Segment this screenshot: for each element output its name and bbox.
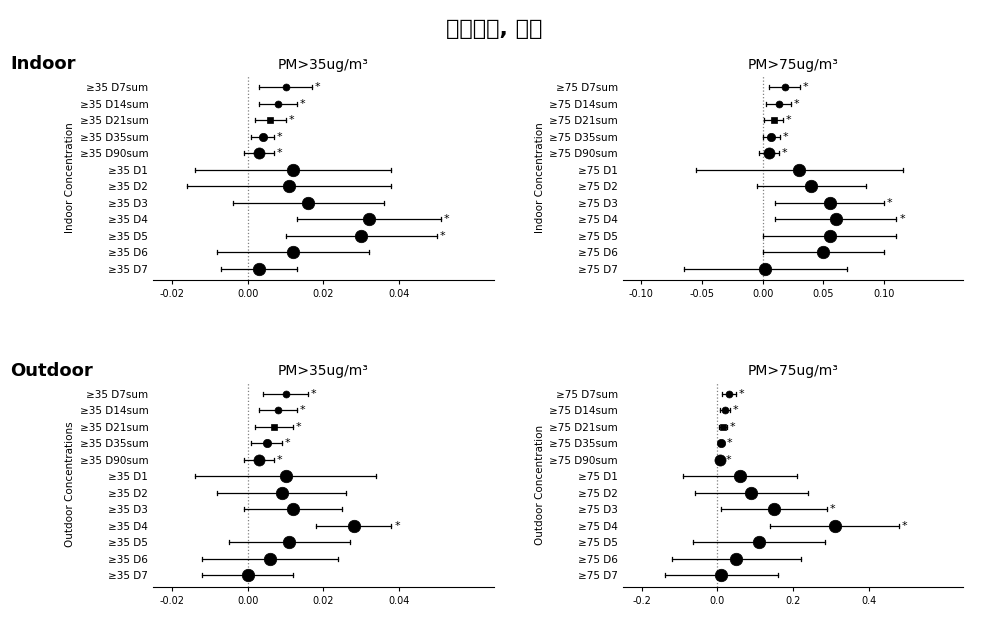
Text: *: *	[299, 98, 305, 109]
Y-axis label: Outdoor Concentration: Outdoor Concentration	[535, 425, 545, 545]
Text: *: *	[288, 115, 293, 125]
Text: *: *	[444, 214, 449, 224]
Text: *: *	[285, 439, 290, 449]
Title: PM>75ug/m³: PM>75ug/m³	[748, 365, 839, 379]
Title: PM>35ug/m³: PM>35ug/m³	[278, 58, 369, 72]
Text: *: *	[394, 521, 400, 531]
Y-axis label: Indoor Concentration: Indoor Concentration	[535, 122, 545, 233]
Text: 급성악화, 겨울: 급성악화, 겨울	[446, 19, 542, 39]
Text: *: *	[803, 82, 809, 92]
Y-axis label: Indoor Concentration: Indoor Concentration	[65, 122, 75, 233]
Text: *: *	[277, 148, 283, 158]
Text: Outdoor: Outdoor	[10, 362, 93, 380]
Text: *: *	[786, 115, 791, 125]
Text: *: *	[726, 455, 731, 465]
Text: *: *	[299, 405, 305, 415]
Text: *: *	[295, 422, 301, 432]
Text: *: *	[887, 198, 892, 208]
Y-axis label: Outdoor Concentrations: Outdoor Concentrations	[65, 422, 75, 548]
Text: *: *	[727, 439, 733, 449]
Text: *: *	[830, 504, 836, 514]
Title: PM>35ug/m³: PM>35ug/m³	[278, 365, 369, 379]
Text: *: *	[277, 455, 283, 465]
Text: *: *	[730, 422, 736, 432]
Text: *: *	[782, 132, 788, 142]
Text: *: *	[315, 82, 320, 92]
Text: *: *	[311, 389, 316, 399]
Text: *: *	[793, 98, 799, 109]
Text: Indoor: Indoor	[10, 56, 76, 73]
Text: *: *	[902, 521, 907, 531]
Text: *: *	[733, 405, 738, 415]
Text: *: *	[782, 148, 786, 158]
Text: *: *	[899, 214, 905, 224]
Title: PM>75ug/m³: PM>75ug/m³	[748, 58, 839, 72]
Text: *: *	[738, 389, 744, 399]
Text: *: *	[440, 231, 446, 240]
Text: *: *	[277, 132, 283, 142]
